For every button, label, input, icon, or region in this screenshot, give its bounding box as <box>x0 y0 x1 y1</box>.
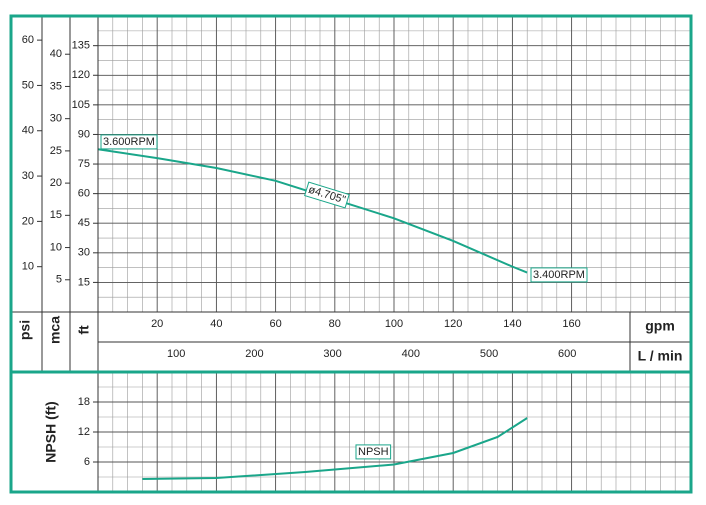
x2-tick-label: 200 <box>245 348 263 360</box>
y-tick-label: 10 <box>22 261 34 273</box>
y-tick-label: 30 <box>22 170 34 182</box>
y-tick-label: 10 <box>50 241 62 253</box>
x-tick-label: 40 <box>210 318 222 330</box>
x-tick-label: 80 <box>329 318 341 330</box>
y-tick-label: 5 <box>56 274 62 286</box>
annotation: 3.600RPM <box>100 134 158 150</box>
axis-title: L / min <box>638 348 683 364</box>
axis-title: psi <box>17 320 33 340</box>
y-tick-label: 25 <box>50 145 62 157</box>
x-tick-label: 60 <box>269 318 281 330</box>
y-tick-label: 30 <box>78 247 90 259</box>
y-tick-label: 12 <box>78 426 90 438</box>
axis-title: ft <box>76 325 92 335</box>
x2-tick-label: 400 <box>402 348 420 360</box>
y-tick-label: 45 <box>78 217 90 229</box>
y-tick-label: 40 <box>50 48 62 60</box>
x2-tick-label: 100 <box>167 348 185 360</box>
grids <box>97 16 691 493</box>
y-tick-label: 20 <box>22 215 34 227</box>
y-tick-label: 20 <box>50 177 62 189</box>
annotation: ø4.705" <box>304 181 350 209</box>
annotation-box <box>530 267 588 283</box>
y-tick-label: 105 <box>72 99 90 111</box>
layer: 15 30 45 60 75 90 105 120 135 10 20 30 40 50 60 5 10 15 20… <box>22 34 588 480</box>
x2-tick-label: 300 <box>323 348 341 360</box>
annotation-text: 3.400RPM <box>533 269 585 281</box>
annotation-text: 3.600RPM <box>103 136 155 148</box>
y-tick-label: 50 <box>22 79 34 91</box>
y-tick-label: 15 <box>50 209 62 221</box>
x2-tick-label: 600 <box>558 348 576 360</box>
outer-border <box>9 14 693 494</box>
y-tick-label: 6 <box>84 456 90 468</box>
axis-title: mca <box>47 316 63 344</box>
annotation-box <box>304 181 350 209</box>
x-tick-label: 120 <box>444 318 462 330</box>
annotation: NPSH <box>355 444 392 460</box>
y-tick-label: 30 <box>50 113 62 125</box>
x-tick-label: 100 <box>385 318 403 330</box>
x2-tick-label: 500 <box>480 348 498 360</box>
y-tick-label: 120 <box>72 69 90 81</box>
y-tick-label: 60 <box>78 188 90 200</box>
y-tick-label: 40 <box>22 125 34 137</box>
x-tick-label: 160 <box>562 318 580 330</box>
axis-title: NPSH (ft) <box>43 401 59 462</box>
y-tick-label: 75 <box>78 158 90 170</box>
annotation-box <box>355 444 392 460</box>
y-tick-label: 60 <box>22 34 34 46</box>
y-tick-label: 18 <box>78 396 90 408</box>
y-tick-label: 35 <box>50 80 62 92</box>
annotation-box <box>100 134 158 150</box>
y-tick-label: 15 <box>78 276 90 288</box>
annotation: 3.400RPM <box>530 267 588 283</box>
x-tick-label: 20 <box>151 318 163 330</box>
annotation-text: NPSH <box>358 446 389 458</box>
curve <box>97 148 528 274</box>
curve <box>142 417 528 480</box>
x-tick-label: 140 <box>503 318 521 330</box>
annotation-text: ø4.705" <box>307 184 347 207</box>
axis-title: gpm <box>645 318 675 334</box>
y-tick-label: 135 <box>72 40 90 52</box>
y-tick-label: 90 <box>78 128 90 140</box>
